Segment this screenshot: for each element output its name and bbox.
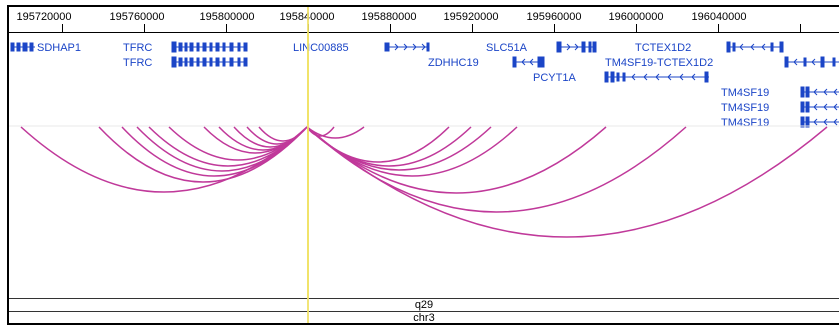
gene-tm4sf19-3[interactable]: TM4SF19 — [721, 116, 839, 129]
gene-label[interactable]: TCTEX1D2 — [635, 42, 691, 54]
gene-label[interactable]: ZDHHC19 — [428, 57, 479, 69]
interaction-arc — [306, 126, 828, 238]
interaction-arc — [258, 126, 308, 142]
genome-browser-panel[interactable]: SDHAP1 TFRC TFRC LINC00885 — [7, 5, 839, 325]
gene-tm4sf19-fragment[interactable] — [784, 56, 839, 68]
ruler-tick-label: 195760000 — [109, 11, 165, 23]
gene-tm4sf19-tctex1d2[interactable]: TM4SF19-TCTEX1D2 — [604, 57, 713, 83]
interaction-arc — [136, 126, 308, 172]
gene-tm4sf19-2[interactable]: TM4SF19 — [721, 101, 839, 114]
ruler-tick-label: 195880000 — [361, 11, 417, 23]
gene-label[interactable]: TM4SF19 — [721, 117, 769, 129]
ruler-tick — [144, 24, 145, 32]
gene-sdhap1[interactable]: SDHAP1 — [10, 42, 81, 54]
ruler-tick — [472, 24, 473, 32]
band-label: q29 — [9, 298, 839, 311]
gene-label[interactable]: SDHAP1 — [37, 42, 81, 54]
ruler-tick-label: 195960000 — [526, 11, 582, 23]
gene-tfrc-2[interactable]: TFRC — [123, 56, 248, 69]
ruler-tick — [62, 24, 63, 32]
ruler-tick — [718, 24, 719, 32]
gene-label[interactable]: TM4SF19 — [721, 102, 769, 114]
interaction-track[interactable] — [9, 125, 839, 238]
gene-linc00885[interactable]: LINC00885 — [293, 42, 430, 54]
gene-label[interactable]: PCYT1A — [533, 72, 576, 84]
gene-label[interactable]: TM4SF19-TCTEX1D2 — [605, 57, 713, 69]
gene-tm4sf19-1[interactable]: TM4SF19 — [721, 86, 839, 99]
ideogram[interactable]: q29 chr3 — [9, 298, 839, 323]
ruler-tick-label: 195720000 — [16, 11, 72, 23]
tracks-svg: SDHAP1 TFRC TFRC LINC00885 — [9, 41, 839, 238]
gene-label[interactable]: TFRC — [123, 57, 152, 69]
coordinate-ruler[interactable]: 195720000 195760000 195800000 195840000 … — [9, 7, 839, 33]
ruler-tick-label: 195920000 — [443, 11, 499, 23]
ruler-tick-label: 195800000 — [199, 11, 255, 23]
gene-track[interactable]: SDHAP1 TFRC TFRC LINC00885 — [10, 41, 839, 129]
gene-tctex1d2[interactable]: TCTEX1D2 — [635, 41, 784, 54]
ruler-tick — [226, 24, 227, 32]
ruler-tick — [636, 24, 637, 32]
ruler-tick — [390, 24, 391, 32]
ruler-tick-label: 196040000 — [691, 11, 747, 23]
interaction-arc — [306, 126, 607, 194]
ruler-tick-label: 196000000 — [608, 11, 664, 23]
ruler-tick — [554, 24, 555, 32]
gene-zdhhc19[interactable]: ZDHHC19 — [428, 56, 545, 69]
gene-label[interactable]: LINC00885 — [293, 42, 349, 54]
interaction-arc — [306, 126, 365, 139]
gene-tfrc-1[interactable]: TFRC — [123, 41, 248, 54]
highlight-line — [307, 7, 309, 323]
gene-label[interactable]: TM4SF19 — [721, 87, 769, 99]
gene-pcyt1a[interactable]: PCYT1A — [533, 72, 576, 84]
ruler-tick — [800, 24, 801, 32]
chromosome-label: chr3 — [9, 311, 839, 323]
gene-label[interactable]: SLC51A — [486, 42, 528, 54]
gene-label[interactable]: TFRC — [123, 42, 152, 54]
gene-slc51a[interactable]: SLC51A — [486, 41, 597, 54]
